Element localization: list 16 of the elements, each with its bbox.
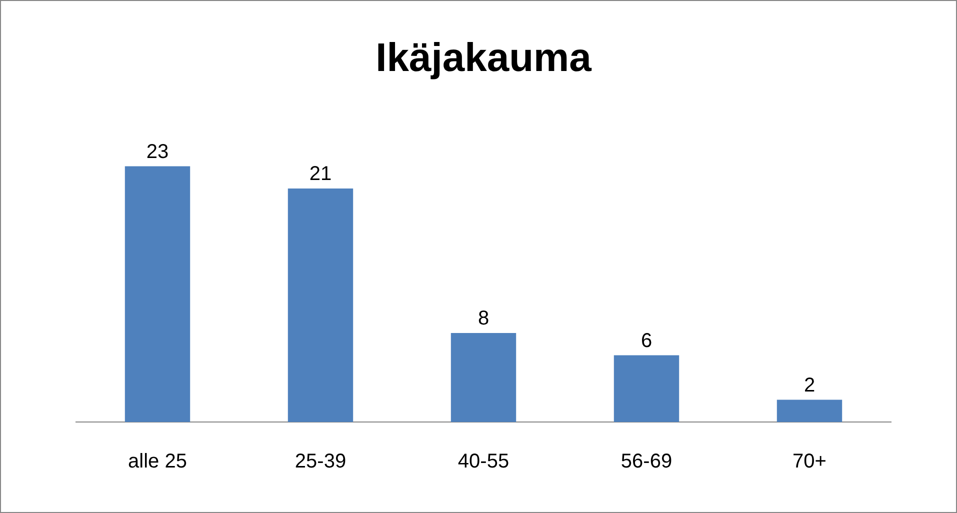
data-label: 6 — [640, 330, 652, 352]
x-tick-label: 56-69 — [620, 450, 672, 473]
data-label: 21 — [309, 162, 332, 185]
x-tick-label: alle 25 — [128, 450, 187, 473]
x-tick-label: 25-39 — [294, 450, 346, 473]
bar — [614, 355, 680, 422]
bar — [450, 333, 516, 422]
data-label: 8 — [478, 308, 490, 330]
bar — [124, 166, 190, 422]
chart-title: Ikäjakauma — [376, 36, 592, 80]
bar — [776, 400, 842, 422]
x-tick-label: 40-55 — [458, 450, 510, 473]
data-label: 23 — [146, 140, 169, 163]
bar — [288, 188, 354, 422]
data-label: 2 — [804, 374, 816, 396]
x-tick-label: 70+ — [792, 450, 826, 473]
